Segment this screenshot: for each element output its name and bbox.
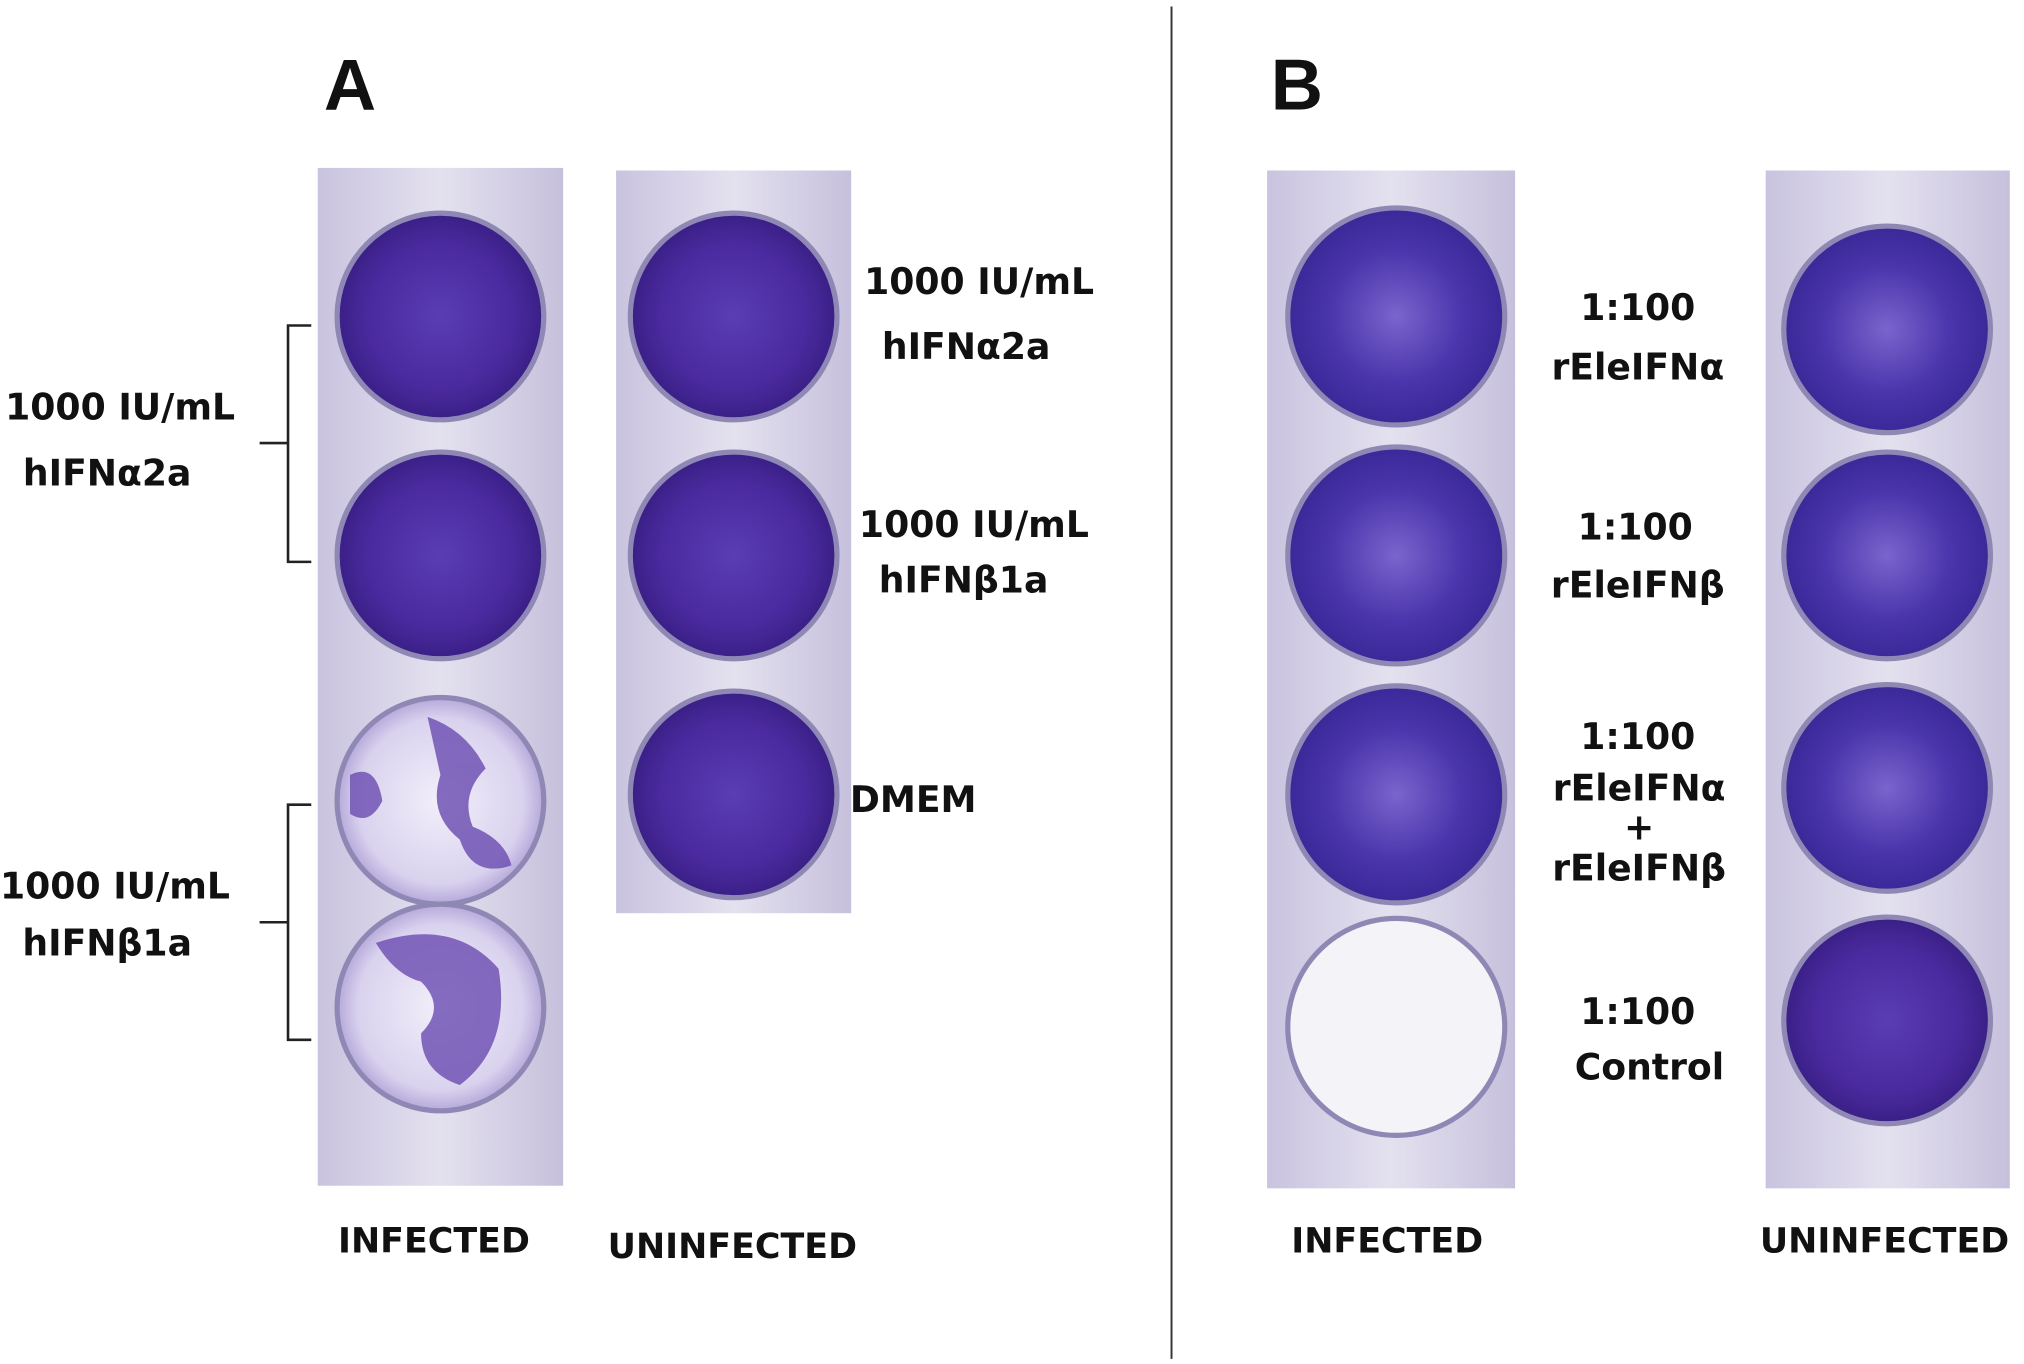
caption: UNINFECTED <box>608 1227 857 1267</box>
label: rEleIFNβ <box>1551 564 1725 607</box>
label: 1:100 <box>1580 286 1695 329</box>
label: 1000 IU/mL <box>0 865 230 908</box>
label: 1:100 <box>1578 506 1693 549</box>
label: rEleIFNβ <box>1552 847 1726 890</box>
wells <box>1285 205 1508 1138</box>
bracket <box>259 324 312 1042</box>
caption: INFECTED <box>1291 1222 1483 1262</box>
label: hIFNα2a <box>882 325 1051 368</box>
caption: INFECTED <box>338 1222 530 1262</box>
wells <box>627 210 840 901</box>
wells <box>1781 223 1994 1127</box>
label: 1000 IU/mL <box>5 385 235 428</box>
label: 1000 IU/mL <box>859 503 1089 546</box>
label: 1:100 <box>1580 990 1695 1033</box>
label: hIFNα2a <box>23 451 192 494</box>
label: rEleIFNα <box>1551 345 1724 388</box>
label: 1:100 <box>1580 715 1695 758</box>
plaque-residue <box>350 716 512 1085</box>
label: hIFNβ1a <box>879 559 1049 602</box>
panel-label: A <box>324 46 376 126</box>
label: DMEM <box>850 778 977 821</box>
label: + <box>1624 805 1654 848</box>
panel-label: B <box>1271 46 1323 126</box>
label: hIFNβ1a <box>22 922 192 965</box>
label: Control <box>1575 1046 1724 1089</box>
label: rEleIFNα <box>1553 767 1726 810</box>
caption: UNINFECTED <box>1760 1222 2009 1262</box>
label: 1000 IU/mL <box>864 260 1094 303</box>
